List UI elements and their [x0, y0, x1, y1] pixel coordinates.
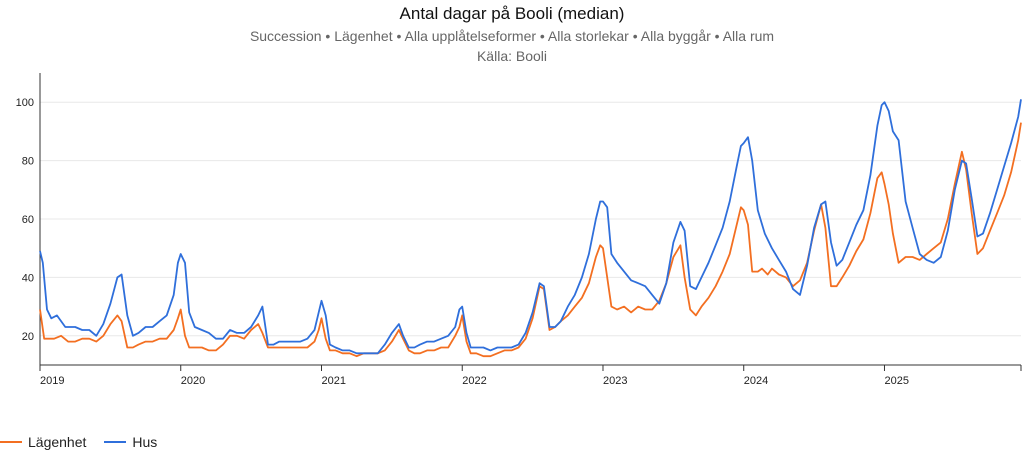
legend-item-lagenhet[interactable]: Lägenhet	[0, 434, 86, 450]
series-line-hus	[39, 99, 1022, 355]
x-tick-label-2024: 2024	[744, 375, 768, 387]
legend-swatch-lagenhet	[0, 441, 22, 443]
y-tick-label-100: 100	[16, 97, 34, 109]
y-tick-label-40: 40	[22, 272, 34, 284]
x-tick-label-2023: 2023	[603, 375, 627, 387]
legend-label-hus: Hus	[132, 434, 158, 450]
series-line-lagenhet	[39, 122, 1022, 358]
x-tick-label-2022: 2022	[462, 375, 486, 387]
chart-source: Källa: Booli	[476, 48, 548, 64]
x-tick-label-2019: 2019	[40, 375, 64, 387]
y-tick-label-60: 60	[22, 214, 34, 226]
chart-subtitle: Succession • Lägenhet • Alla upplåtelsef…	[249, 28, 775, 44]
x-tick-label-2021: 2021	[321, 375, 345, 387]
x-tick-label-2025: 2025	[884, 375, 908, 387]
x-tick-label-2020: 2020	[181, 375, 205, 387]
chart-title: Antal dagar på Booli (median)	[399, 4, 625, 23]
y-tick-label-80: 80	[22, 156, 34, 168]
legend-item-hus[interactable]: Hus	[104, 434, 157, 450]
y-tick-label-20: 20	[22, 331, 34, 343]
legend: Lägenhet Hus	[0, 432, 175, 452]
legend-swatch-hus	[104, 441, 127, 443]
legend-label-lagenhet: Lägenhet	[28, 434, 87, 450]
